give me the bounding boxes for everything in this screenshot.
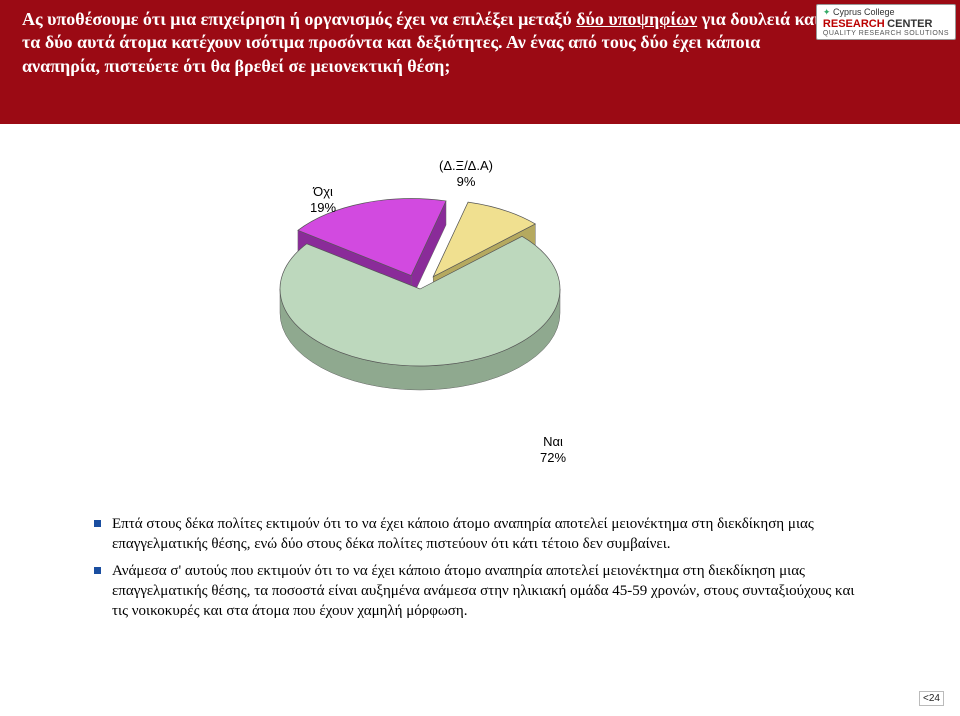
chart-area: Όχι19% (Δ.Ξ/Δ.Α)9% Ναι72% (0, 124, 960, 504)
logo: ✦ Cyprus College RESEARCH CENTER QUALITY… (816, 4, 956, 40)
page-number: <24 (919, 691, 944, 706)
bullet-1: Επτά στους δέκα πολίτες εκτιμούν ότι το … (90, 514, 870, 555)
label-dkna: (Δ.Ξ/Δ.Α)9% (439, 158, 493, 189)
bullet-block: Επτά στους δέκα πολίτες εκτιμούν ότι το … (0, 504, 960, 637)
label-no: Όχι19% (310, 184, 336, 215)
label-yes: Ναι72% (540, 434, 566, 465)
title-text: Ας υποθέσουμε ότι μια επιχείρηση ή οργαν… (22, 8, 840, 78)
bullet-2: Ανάμεσα σ' αυτούς που εκτιμούν ότι το να… (90, 561, 870, 622)
title-banner: ✦ Cyprus College RESEARCH CENTER QUALITY… (0, 0, 960, 124)
